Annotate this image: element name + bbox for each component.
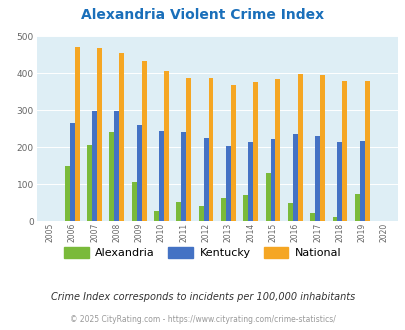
Bar (220, 198, 225, 221)
Bar (275, 79, 279, 221)
Bar (252, 82, 258, 221)
Bar (287, 203, 292, 221)
Bar (181, 132, 186, 221)
Bar (198, 206, 203, 221)
Bar (270, 139, 275, 221)
Bar (203, 138, 208, 221)
Bar (208, 78, 213, 221)
Bar (364, 81, 369, 221)
Bar (359, 141, 364, 221)
Bar (164, 71, 168, 221)
Bar (87, 145, 92, 221)
Bar (292, 134, 297, 221)
Bar (341, 81, 346, 221)
Text: © 2025 CityRating.com - https://www.cityrating.com/crime-statistics/: © 2025 CityRating.com - https://www.city… (70, 315, 335, 324)
Bar (225, 146, 230, 221)
Legend: Alexandria, Kentucky, National: Alexandria, Kentucky, National (60, 243, 345, 262)
Bar (109, 132, 114, 221)
Bar (159, 131, 164, 221)
Bar (136, 125, 141, 221)
Bar (176, 202, 181, 221)
Bar (230, 85, 235, 221)
Bar (75, 47, 79, 221)
Bar (319, 76, 324, 221)
Text: Crime Index corresponds to incidents per 100,000 inhabitants: Crime Index corresponds to incidents per… (51, 292, 354, 302)
Bar (186, 78, 191, 221)
Bar (65, 166, 70, 221)
Bar (354, 194, 359, 221)
Bar (132, 182, 136, 221)
Bar (243, 195, 247, 221)
Text: Alexandria Violent Crime Index: Alexandria Violent Crime Index (81, 8, 324, 22)
Bar (265, 174, 270, 221)
Bar (70, 123, 75, 221)
Bar (309, 213, 314, 221)
Bar (97, 49, 102, 221)
Bar (141, 61, 146, 221)
Bar (114, 111, 119, 221)
Bar (154, 211, 159, 221)
Bar (337, 142, 341, 221)
Bar (119, 53, 124, 221)
Bar (247, 142, 252, 221)
Bar (332, 217, 337, 221)
Bar (297, 74, 302, 221)
Bar (314, 137, 319, 221)
Bar (92, 111, 97, 221)
